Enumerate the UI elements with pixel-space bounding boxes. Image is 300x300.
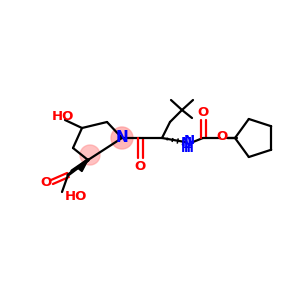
Text: O: O: [216, 130, 228, 143]
Text: N: N: [180, 136, 192, 148]
Text: N: N: [183, 134, 195, 146]
Text: HO: HO: [52, 110, 74, 124]
Text: N: N: [116, 130, 128, 146]
Text: O: O: [40, 176, 52, 188]
Circle shape: [111, 127, 133, 149]
Text: O: O: [197, 106, 208, 118]
Circle shape: [80, 145, 100, 165]
Text: HO: HO: [65, 190, 87, 203]
Text: H: H: [184, 142, 194, 154]
Polygon shape: [78, 160, 88, 172]
Text: H: H: [181, 142, 191, 155]
Text: O: O: [134, 160, 146, 172]
